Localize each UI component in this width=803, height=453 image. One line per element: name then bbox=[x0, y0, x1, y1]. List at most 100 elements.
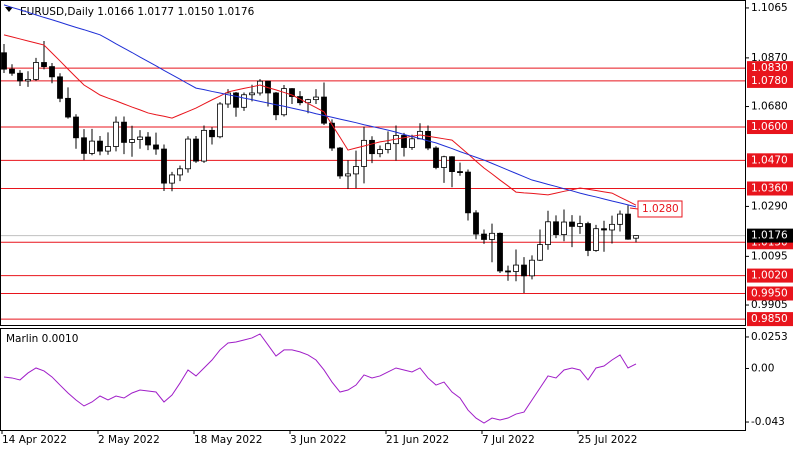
menu-icon bbox=[5, 7, 13, 12]
candle-body bbox=[1, 52, 7, 70]
candle-body bbox=[249, 92, 255, 96]
candle-body bbox=[433, 147, 439, 168]
candle-body bbox=[537, 244, 543, 261]
x-tick-label: 3 Jun 2022 bbox=[290, 434, 346, 446]
chart-title: EURUSD,Daily 1.0166 1.0177 1.0150 1.0176 bbox=[20, 6, 255, 18]
level-label: 1.0600 bbox=[751, 121, 788, 133]
candle-body bbox=[385, 143, 391, 150]
candle-body bbox=[145, 136, 151, 146]
candle-body bbox=[105, 146, 111, 152]
candle-body bbox=[153, 144, 159, 150]
candle-body bbox=[545, 221, 551, 245]
level-label-box bbox=[747, 153, 793, 168]
candle-body bbox=[25, 78, 31, 82]
candle-body bbox=[401, 135, 407, 148]
current-price-label: 1.0176 bbox=[751, 230, 788, 242]
x-tick-label: 2 May 2022 bbox=[98, 434, 160, 446]
candle-body bbox=[217, 103, 223, 138]
candle-body bbox=[441, 156, 447, 168]
candle-body bbox=[17, 72, 23, 82]
candle-body bbox=[177, 168, 183, 176]
level-label-box bbox=[747, 286, 793, 301]
candle-body bbox=[97, 140, 103, 152]
candle-body bbox=[465, 171, 471, 214]
candle-body bbox=[129, 139, 135, 143]
candle-body bbox=[577, 223, 583, 227]
annotation-pointer bbox=[629, 207, 639, 210]
candle-body bbox=[481, 233, 487, 240]
candle-body bbox=[257, 80, 263, 94]
current-price-box bbox=[747, 228, 793, 243]
indicator-y-tick-label: 0.00 bbox=[751, 362, 774, 374]
candle-body bbox=[49, 66, 55, 78]
candle-body bbox=[345, 173, 351, 177]
y-tick-label: 1.0095 bbox=[751, 250, 788, 262]
candle-body bbox=[73, 116, 79, 139]
candle-body bbox=[41, 62, 47, 67]
annotation-box bbox=[637, 200, 683, 218]
candle-body bbox=[185, 138, 191, 170]
level-label-box bbox=[747, 268, 793, 283]
candle-body bbox=[81, 137, 87, 154]
level-label: 1.0020 bbox=[751, 270, 788, 282]
indicator-y-tick-label: 0.0253 bbox=[751, 331, 788, 343]
candle-body bbox=[633, 235, 639, 239]
candle-body bbox=[377, 149, 383, 155]
candle-body bbox=[281, 88, 287, 116]
candle-body bbox=[409, 138, 415, 148]
candle-body bbox=[137, 136, 143, 140]
candle-body bbox=[161, 148, 167, 184]
y-tick-label: 1.1065 bbox=[751, 2, 788, 14]
level-label: 1.0470 bbox=[751, 154, 788, 166]
level-label-box bbox=[747, 181, 793, 196]
candle-body bbox=[449, 156, 455, 172]
candle-body bbox=[113, 121, 119, 147]
x-tick-label: 14 Apr 2022 bbox=[2, 434, 67, 446]
candle-body bbox=[353, 166, 359, 175]
candle-body bbox=[201, 129, 207, 162]
candle-body bbox=[209, 129, 215, 138]
candle-body bbox=[321, 96, 327, 124]
x-tick-label: 25 Jul 2022 bbox=[578, 434, 637, 446]
candle-body bbox=[65, 97, 71, 118]
candle-body bbox=[169, 174, 175, 184]
candle-body bbox=[9, 68, 15, 74]
level-label: 1.0780 bbox=[751, 75, 788, 87]
candle-body bbox=[561, 221, 567, 235]
candle-body bbox=[505, 270, 511, 273]
candle-body bbox=[289, 88, 295, 97]
level-label-box bbox=[747, 312, 793, 327]
y-tick-label: 1.0870 bbox=[751, 52, 788, 64]
indicator-title: Marlin 0.0010 bbox=[6, 333, 78, 345]
candle-body bbox=[329, 122, 335, 149]
candle-body bbox=[57, 76, 63, 99]
candle-body bbox=[425, 130, 431, 149]
candle-body bbox=[585, 223, 591, 251]
candle-body bbox=[313, 96, 319, 101]
candle-body bbox=[497, 232, 503, 272]
candle-body bbox=[337, 147, 343, 177]
candle-body bbox=[529, 259, 535, 277]
y-tick-label: 1.0680 bbox=[751, 101, 788, 113]
candle-body bbox=[521, 264, 527, 277]
candle-body bbox=[193, 138, 199, 162]
candle-body bbox=[617, 213, 623, 225]
candle-body bbox=[89, 140, 95, 154]
candle-body bbox=[305, 99, 311, 104]
y-tick-label: 1.0290 bbox=[751, 200, 788, 212]
level-label: 1.0830 bbox=[751, 62, 788, 74]
candle-body bbox=[225, 92, 231, 105]
level-label: 0.9850 bbox=[751, 313, 788, 325]
level-label: 1.0360 bbox=[751, 182, 788, 194]
indicator-pane-border bbox=[0, 328, 746, 431]
level-label-box bbox=[747, 73, 793, 88]
y-tick-label: 0.9905 bbox=[751, 299, 788, 311]
candle-body bbox=[457, 171, 463, 173]
candle-body bbox=[609, 223, 615, 231]
x-tick-label: 21 Jun 2022 bbox=[386, 434, 449, 446]
candle-body bbox=[369, 139, 375, 155]
candle-body bbox=[473, 212, 479, 235]
candle-body bbox=[33, 62, 39, 80]
